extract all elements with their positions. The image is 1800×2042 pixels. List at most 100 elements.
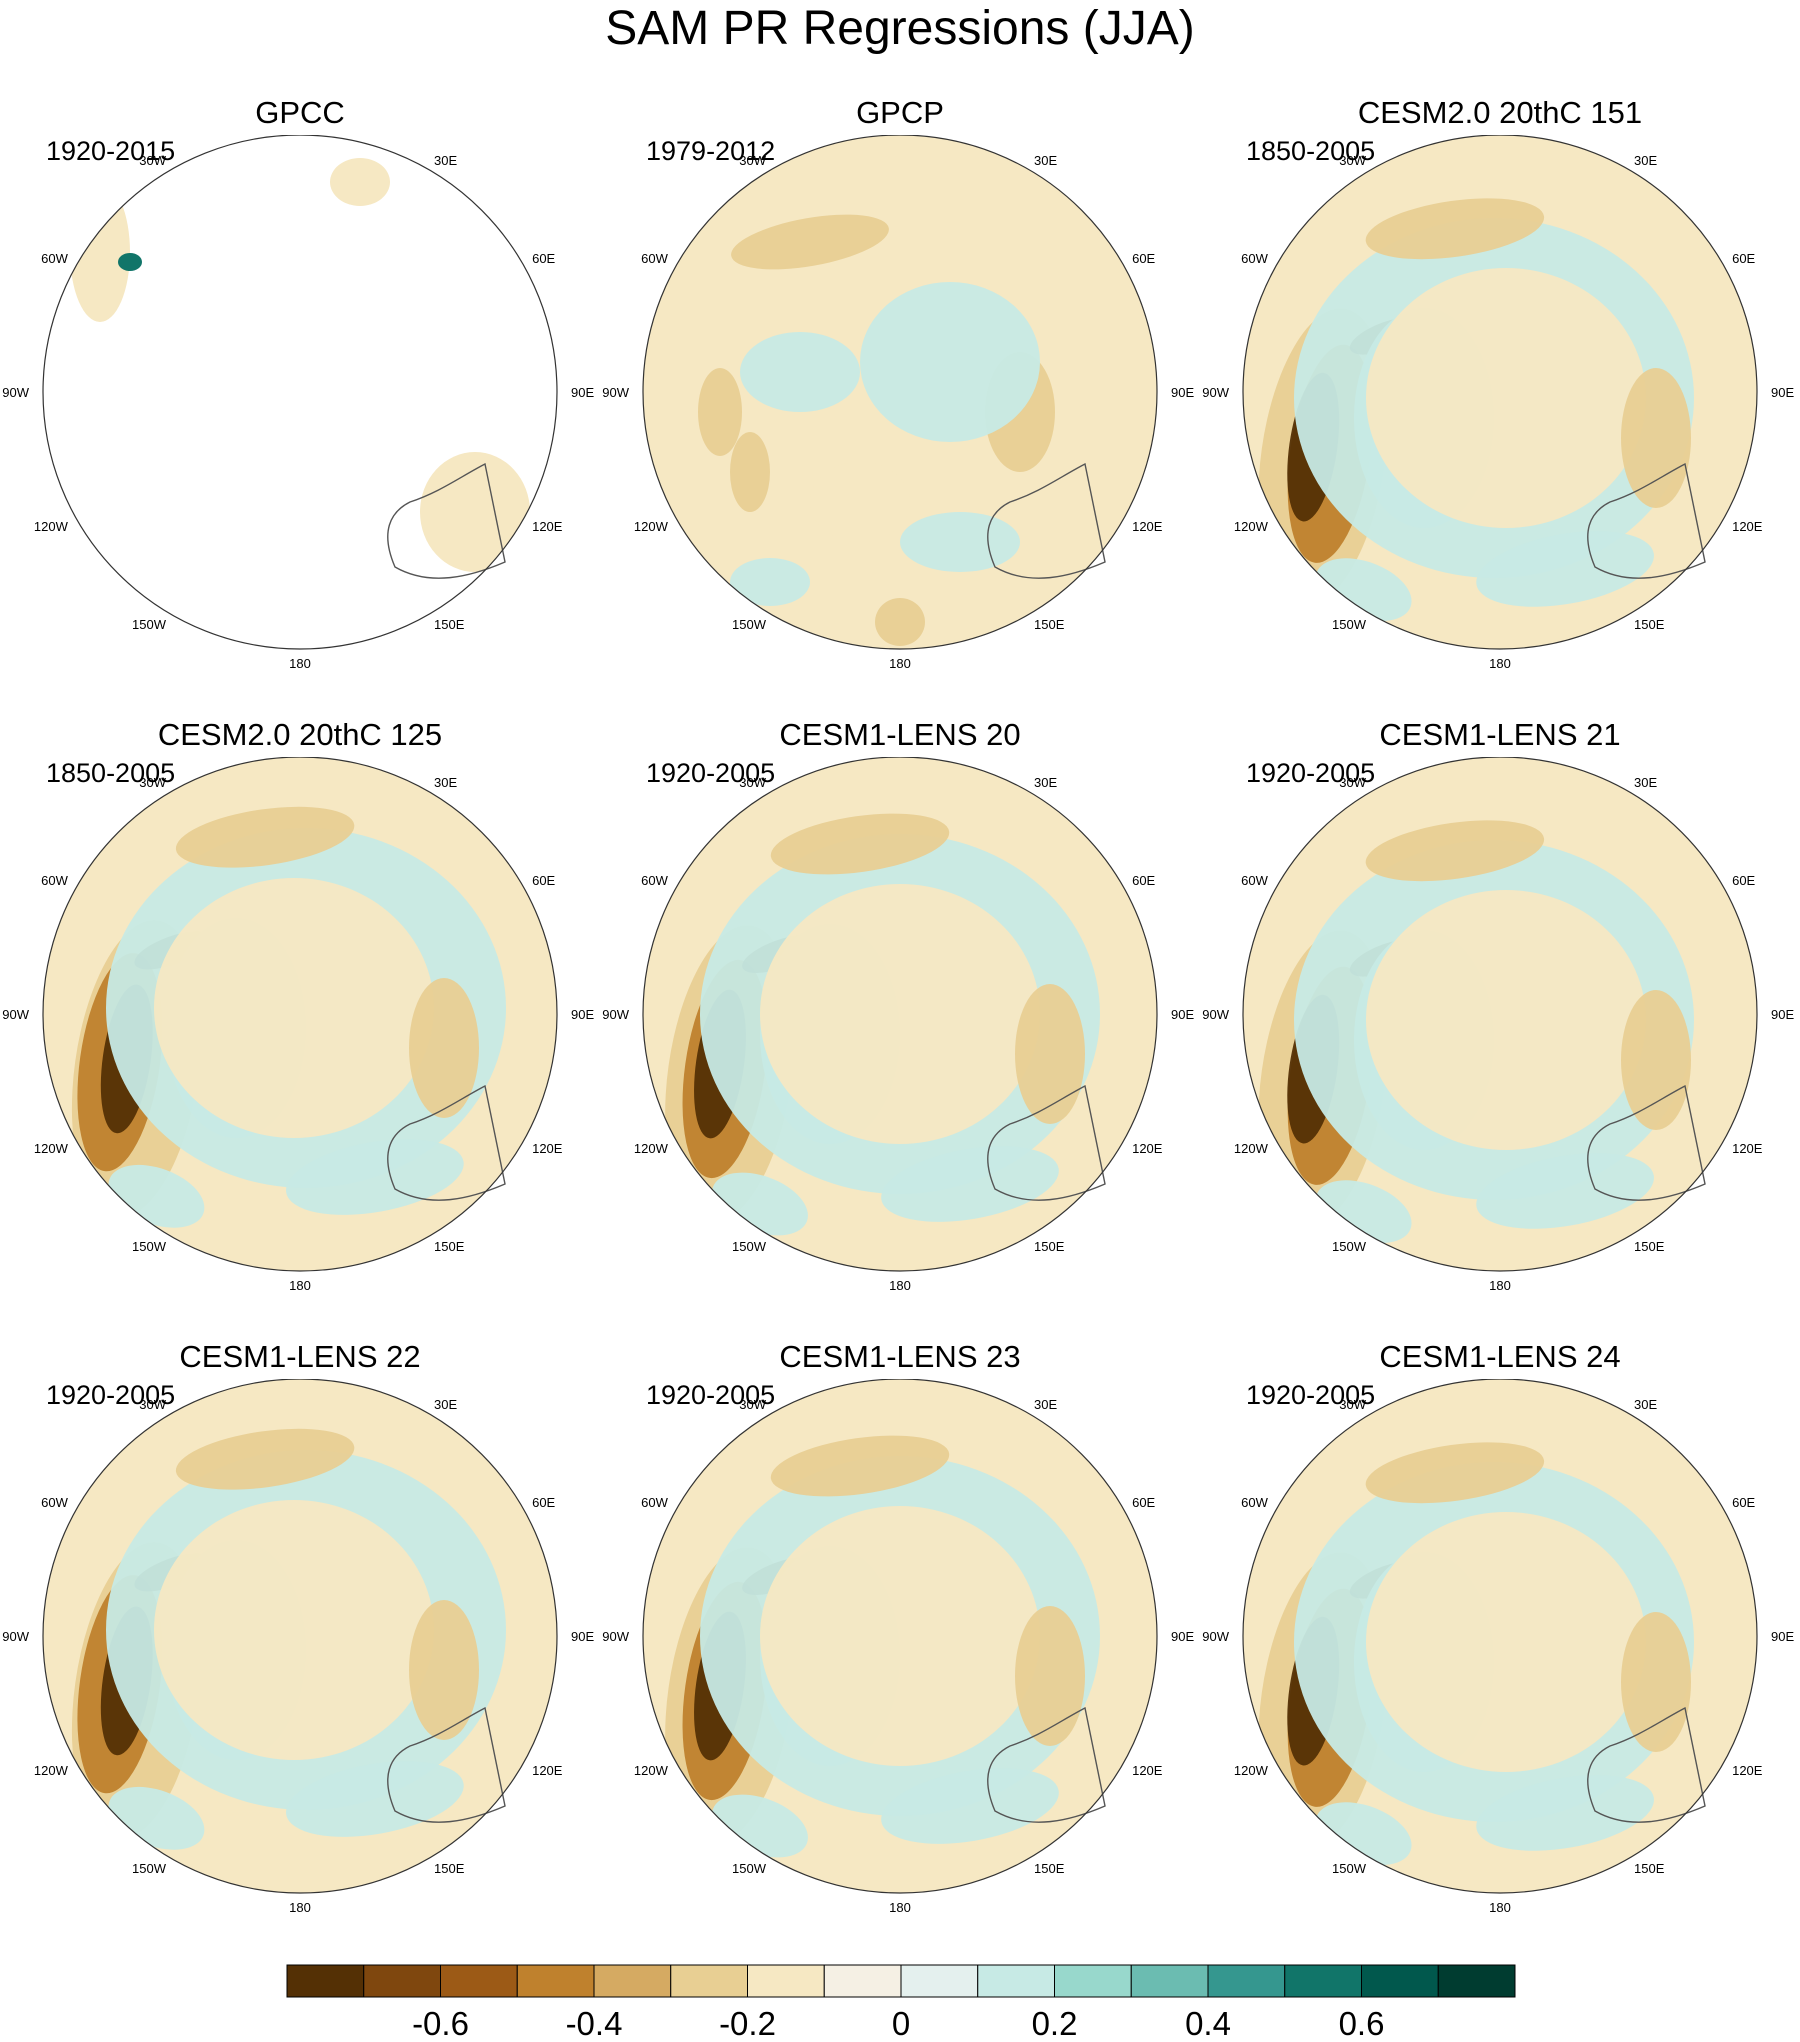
longitude-label: 30W [1339, 153, 1366, 168]
map-panel: CESM1-LENS 20030E60E90E120E150E180150W12… [600, 715, 1200, 1335]
period-label: 1920-2005 [46, 1380, 176, 1410]
colorbar-swatch [516, 1964, 595, 1998]
longitude-label: 60W [1241, 251, 1268, 266]
longitude-label: 120E [532, 519, 563, 534]
panel-title: GPCP [856, 95, 944, 130]
map-panel: CESM1-LENS 23030E60E90E120E150E180150W12… [600, 1337, 1200, 1957]
longitude-label: 150E [1634, 1239, 1665, 1254]
precipitation-field [1243, 757, 1757, 1271]
colorbar-swatch [286, 1964, 365, 1998]
colorbar-swatch [823, 1964, 902, 1998]
longitude-label: 150W [732, 617, 767, 632]
period-label: 1979-2012 [646, 136, 776, 166]
longitude-label: 60E [532, 251, 555, 266]
longitude-label: 180 [1489, 1278, 1511, 1293]
colorbar-swatch [1361, 1964, 1439, 1998]
longitude-label: 180 [1489, 656, 1511, 671]
longitude-label: 60E [1132, 1495, 1155, 1510]
longitude-label: 150W [132, 1239, 167, 1254]
panel-title: CESM1-LENS 21 [1379, 717, 1621, 752]
longitude-label: 150W [1332, 1861, 1367, 1876]
precipitation-field [643, 757, 1157, 1271]
map-panel: CESM1-LENS 22030E60E90E120E150E180150W12… [0, 1337, 600, 1957]
longitude-label: 30E [1634, 775, 1657, 790]
longitude-label: 180 [289, 1278, 311, 1293]
colorbar-swatch [747, 1964, 825, 1998]
longitude-label: 120E [1132, 1141, 1163, 1156]
map-boundary [42, 135, 558, 650]
longitude-label: 180 [289, 656, 311, 671]
longitude-label: 30W [1339, 775, 1366, 790]
period-label: 1920-2005 [1246, 1380, 1376, 1410]
colorbar-swatch [1130, 1964, 1209, 1998]
longitude-label: 90W [602, 1629, 629, 1644]
longitude-label: 120E [1732, 1763, 1763, 1778]
precipitation-field [643, 1379, 1157, 1893]
longitude-label: 180 [889, 1900, 911, 1915]
figure-title: SAM PR Regressions (JJA) [605, 2, 1195, 55]
longitude-label: 30W [739, 1397, 766, 1412]
map-panel: CESM2.0 20thC 151030E60E90E120E150E18015… [1200, 93, 1800, 713]
longitude-label: 180 [889, 1278, 911, 1293]
map-panel: GPCP030E60E90E120E150E180150W120W90W60W3… [600, 93, 1200, 713]
longitude-label: 150E [434, 617, 465, 632]
panel-title: CESM1-LENS 22 [179, 1339, 421, 1374]
period-label: 1920-2005 [1246, 758, 1376, 788]
longitude-label: 60E [532, 1495, 555, 1510]
longitude-label: 90W [1202, 385, 1229, 400]
longitude-label: 150W [132, 617, 167, 632]
longitude-label: 90E [1171, 385, 1194, 400]
longitude-label: 90W [2, 385, 29, 400]
map-panel: CESM1-LENS 21030E60E90E120E150E180150W12… [1200, 715, 1800, 1335]
longitude-label: 30W [139, 775, 166, 790]
longitude-label: 150E [1634, 617, 1665, 632]
longitude-label: 30E [434, 1397, 457, 1412]
longitude-label: 60E [1732, 251, 1755, 266]
longitude-label: 60W [41, 1495, 68, 1510]
longitude-label: 120W [634, 1763, 669, 1778]
map-boundary [1242, 1379, 1758, 1894]
colorbar-swatch [363, 1964, 441, 1998]
longitude-label: 60W [1241, 1495, 1268, 1510]
longitude-label: 120W [634, 1141, 669, 1156]
longitude-label: 60E [1732, 1495, 1755, 1510]
colorbar-tick-label: 0 [892, 2005, 910, 2042]
longitude-label: 150E [434, 1239, 465, 1254]
period-label: 1920-2015 [46, 136, 176, 166]
precipitation-field [643, 135, 1157, 649]
map-boundary [1242, 135, 1758, 650]
longitude-label: 150E [1634, 1861, 1665, 1876]
longitude-label: 30E [1034, 775, 1057, 790]
period-label: 1850-2005 [46, 758, 176, 788]
longitude-label: 90E [1171, 1629, 1194, 1644]
longitude-label: 90W [1202, 1007, 1229, 1022]
colorbar-swatch [1207, 1964, 1286, 1998]
longitude-label: 60E [532, 873, 555, 888]
longitude-label: 60E [1132, 251, 1155, 266]
longitude-label: 120E [1732, 1141, 1763, 1156]
longitude-label: 30E [434, 153, 457, 168]
longitude-label: 180 [289, 1900, 311, 1915]
map-boundary [1242, 757, 1758, 1272]
colorbar-tick-label: 0.6 [1339, 2005, 1385, 2042]
longitude-label: 90W [2, 1007, 29, 1022]
map-panel: CESM1-LENS 24030E60E90E120E150E180150W12… [1200, 1337, 1800, 1957]
longitude-label: 120E [1132, 1763, 1163, 1778]
longitude-label: 120W [1234, 1763, 1269, 1778]
longitude-label: 120W [1234, 519, 1269, 534]
longitude-label: 150W [1332, 1239, 1367, 1254]
period-label: 1920-2005 [646, 758, 776, 788]
map-boundary [642, 135, 1158, 650]
longitude-label: 90E [1171, 1007, 1194, 1022]
longitude-label: 120W [34, 1141, 69, 1156]
longitude-label: 30W [1339, 1397, 1366, 1412]
colorbar-tick-label: -0.2 [719, 2005, 776, 2042]
precipitation-field [1243, 1379, 1757, 1893]
longitude-label: 150W [732, 1861, 767, 1876]
map-boundary [642, 757, 1158, 1272]
